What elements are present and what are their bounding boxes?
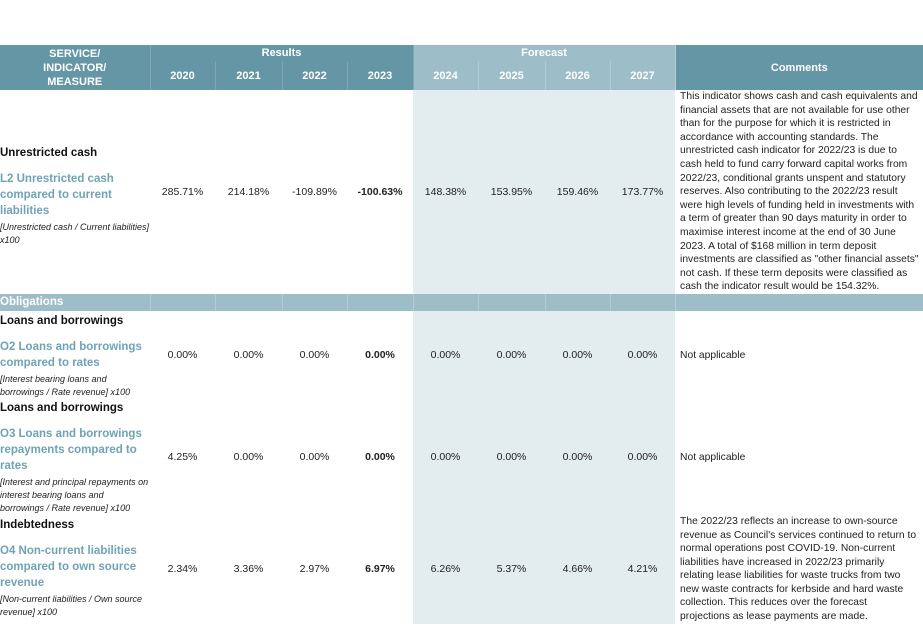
comment-cell: The 2022/23 reflects an increase to own-… (680, 515, 917, 623)
value-cell: 0.00% (478, 399, 545, 515)
value-cell: 0.00% (365, 349, 395, 362)
year-header: 2021 (215, 61, 283, 90)
value-cell: 148.38% (413, 90, 478, 294)
comment-cell: Not applicable (680, 349, 746, 361)
value-cell: -109.89% (292, 185, 337, 198)
value-cell: 0.00% (233, 349, 264, 362)
value-cell: 0.00% (610, 310, 676, 400)
year-header: 2020 (150, 61, 216, 90)
table-row: Loans and borrowings O3 Loans and borrow… (0, 399, 923, 515)
year-header: 2025 (478, 61, 546, 90)
indicator-formula: [Unrestricted cash / Current liabilities… (0, 221, 150, 245)
value-cell: 6.97% (365, 563, 395, 576)
value-cell: 0.00% (413, 310, 478, 400)
indicator-name: O4 Non-current liabilities compared to o… (0, 544, 137, 589)
year-header: 2022 (282, 61, 348, 90)
comment-cell: Not applicable (680, 451, 746, 463)
value-cell: 4.21% (610, 514, 676, 624)
table-row: Indebtedness O4 Non-current liabilities … (0, 514, 923, 624)
value-cell: 285.71% (161, 185, 204, 198)
value-cell: 0.00% (299, 451, 330, 464)
value-cell: 159.46% (545, 90, 610, 294)
category-label: Loans and borrowings (0, 401, 124, 414)
forecast-header: Forecast (413, 45, 676, 61)
value-cell: 2.34% (167, 563, 198, 576)
comment-cell: This indicator shows cash and cash equiv… (680, 91, 919, 293)
measure-header: SERVICE/ INDICATOR/ MEASURE (0, 45, 151, 90)
category-label: Indebtedness (0, 518, 75, 531)
value-cell: 173.77% (610, 90, 676, 294)
indicator-name: O3 Loans and borrowings repayments compa… (0, 427, 142, 472)
value-cell: 0.00% (365, 451, 395, 464)
value-cell: 0.00% (299, 349, 330, 362)
value-cell: 214.18% (227, 185, 270, 198)
year-header: 2023 (347, 61, 414, 90)
year-header: 2024 (413, 61, 479, 90)
year-header: 2027 (610, 61, 676, 90)
indicator-formula: [Non-current liabilities / Own source re… (0, 593, 143, 617)
value-cell: 4.66% (545, 514, 610, 624)
value-cell: 5.37% (478, 514, 545, 624)
value-cell: 0.00% (413, 399, 478, 515)
year-header: 2026 (545, 61, 611, 90)
category-label: Loans and borrowings (0, 314, 124, 327)
table-row: Loans and borrowings O2 Loans and borrow… (0, 310, 923, 400)
value-cell: 0.00% (610, 399, 676, 515)
indicator-formula: [Interest bearing loans and borrowings /… (0, 373, 131, 397)
value-cell: 3.36% (233, 563, 264, 576)
indicator-name: L2 Unrestricted cash compared to current… (0, 172, 114, 217)
value-cell: 0.00% (167, 349, 198, 362)
table-row: Unrestricted cash L2 Unrestricted cash c… (0, 90, 923, 294)
indicator-name: O2 Loans and borrowings compared to rate… (0, 340, 142, 369)
value-cell: 0.00% (545, 399, 610, 515)
category-label: Unrestricted cash (0, 146, 98, 159)
measure-cell: Loans and borrowings O3 Loans and borrow… (0, 400, 150, 515)
measure-cell: Unrestricted cash L2 Unrestricted cash c… (0, 90, 150, 294)
measure-cell: Loans and borrowings O2 Loans and borrow… (0, 311, 150, 400)
value-cell: 4.25% (167, 451, 198, 464)
value-cell: 0.00% (545, 310, 610, 400)
performance-table: SERVICE/ INDICATOR/ MEASURE Results Fore… (0, 45, 923, 624)
value-cell: 2.97% (299, 563, 330, 576)
results-header: Results (150, 45, 414, 61)
section-label: Obligations (0, 293, 151, 311)
value-cell: 153.95% (478, 90, 545, 294)
value-cell: 0.00% (233, 451, 264, 464)
value-cell: 0.00% (478, 310, 545, 400)
comments-header: Comments (675, 45, 923, 90)
indicator-formula: [Interest and principal repayments on in… (0, 476, 149, 513)
measure-cell: Indebtedness O4 Non-current liabilities … (0, 515, 150, 624)
value-cell: -100.63% (357, 185, 403, 198)
value-cell: 6.26% (413, 514, 478, 624)
section-band: Obligations (0, 293, 923, 311)
